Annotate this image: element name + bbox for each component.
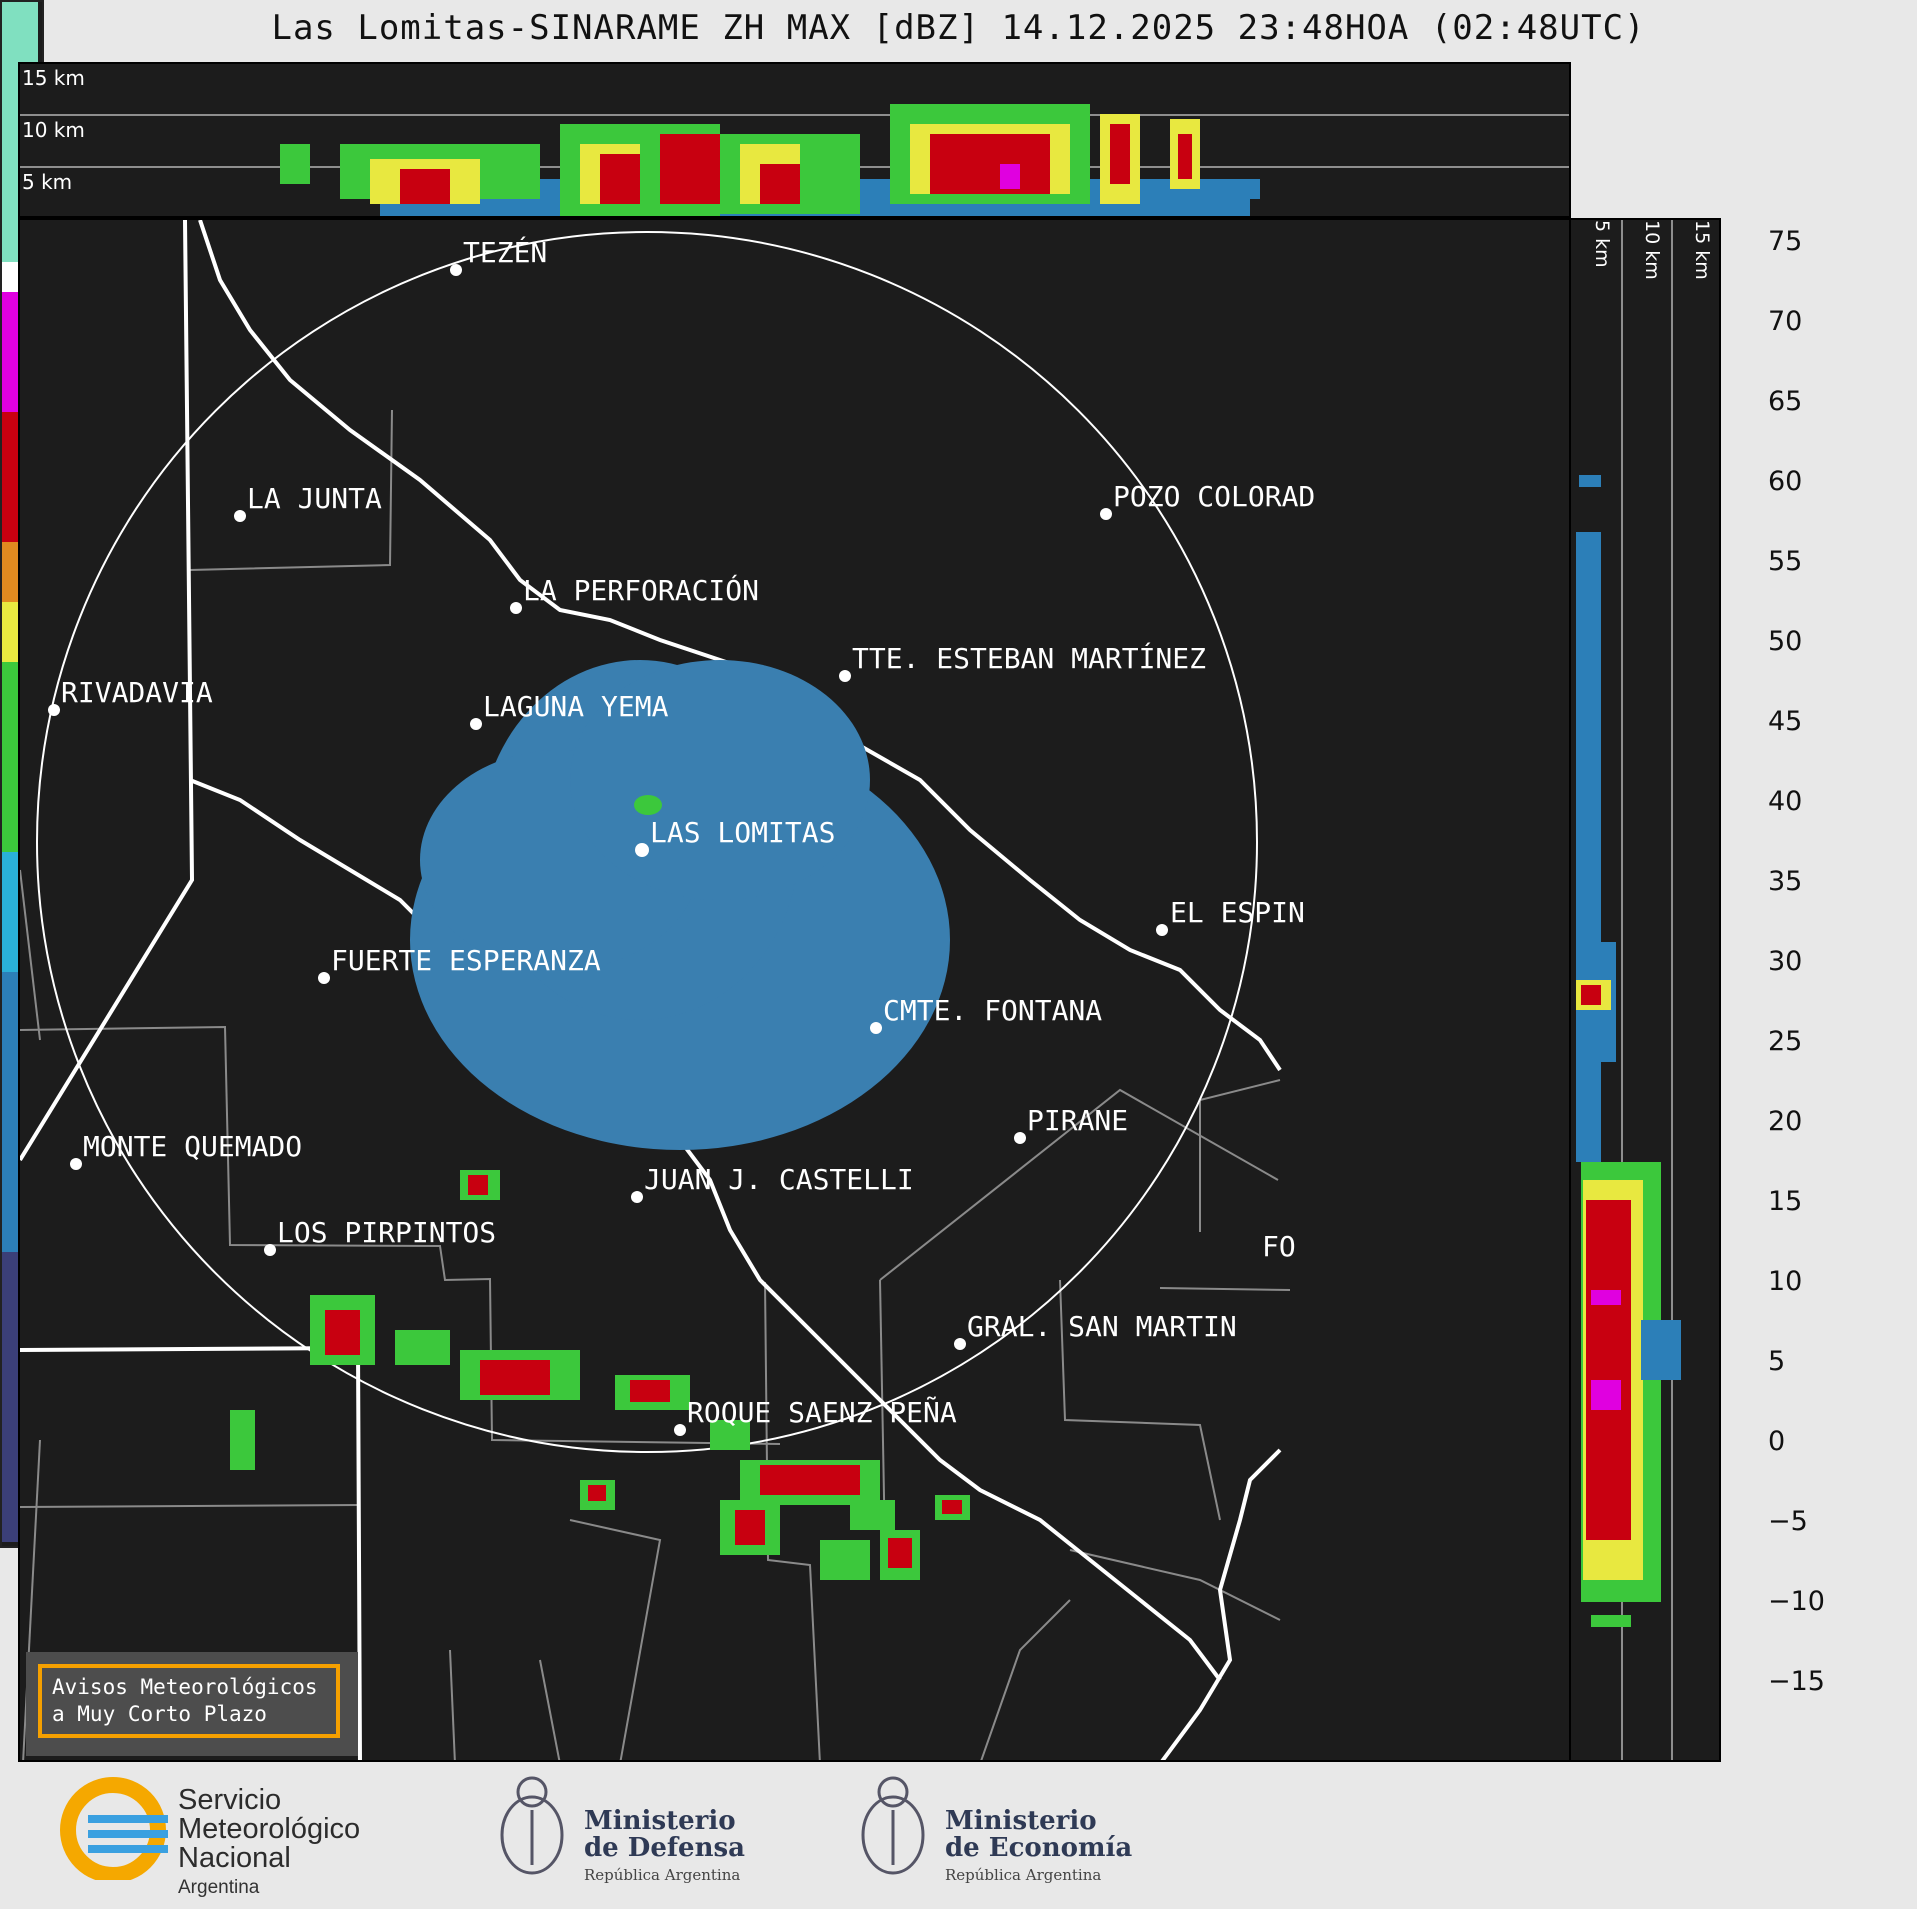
city-label: FO [1262,1230,1296,1263]
side-height-label-10km: 10 km [1641,220,1663,280]
smn-line3: Nacional [178,1842,291,1874]
warning-inner: Avisos Meteorológicos a Muy Corto Plazo [38,1664,340,1738]
colorbar-tick: 75 [1768,226,1803,257]
top-cross-section-chart [20,104,1569,216]
city-marker-rivadavia [48,704,60,716]
colorbar-tick: 25 [1768,1026,1803,1057]
colorbar-tick: 30 [1768,946,1803,977]
colorbar-tick: 70 [1768,306,1803,337]
colorbar-tick: 15 [1768,1186,1803,1217]
province-boundaries [20,220,362,1760]
colorbar-tick: −5 [1768,1506,1808,1537]
top-cross-section-panel: 15 km 10 km 5 km [18,62,1571,218]
colorbar-tick: −10 [1768,1586,1825,1617]
city-label: EL ESPIN [1170,896,1305,929]
smn-line2: Meteorológico [178,1813,361,1845]
page-title: Las Lomitas-SINARAME ZH MAX [dBZ] 14.12.… [271,8,1646,48]
city-marker-la-perforacion [510,602,522,614]
top-height-label-15km: 15 km [22,66,85,90]
range-ring [36,231,1258,1453]
city-label: LAS LOMITAS [650,816,835,849]
top-height-label-5km: 5 km [22,170,73,194]
economia-coat-of-arms-icon [856,1770,931,1905]
city-marker-pirane [1014,1132,1026,1144]
city-label: LA JUNTA [247,482,382,515]
city-marker-tte-esteban-martinez [839,670,851,682]
city-marker-pozo-colorado [1100,508,1112,520]
city-label: CMTE. FONTANA [883,994,1102,1027]
radar-map: TEZÉN LA JUNTA POZO COLORAD LA PERFORACI… [20,220,1315,1760]
smn-logo-icon [58,1770,168,1905]
city-marker-la-junta [234,510,246,522]
city-marker-cmte-fontana [870,1022,882,1034]
city-label: MONTE QUEMADO [83,1130,302,1163]
city-marker-tezen [450,264,462,276]
colorbar-tick: 5 [1768,1346,1786,1377]
defensa-logo-text: Ministerio de Defensa República Argentin… [584,1808,745,1889]
smn-line1: Servicio [178,1784,282,1816]
warning-box: Avisos Meteorológicos a Muy Corto Plazo [26,1652,358,1756]
colorbar-tick: 60 [1768,466,1803,497]
colorbar-tick: 0 [1768,1426,1786,1457]
city-label: ROQUE SAENZ PEÑA [687,1395,957,1429]
convective-cells [230,1170,970,1580]
top-height-label-10km: 10 km [22,118,85,142]
city-marker-monte-quemado [70,1158,82,1170]
colorbar-tick: 40 [1768,786,1803,817]
economia-line3: República Argentina [945,1866,1102,1884]
city-marker-gral-san-martin [954,1338,966,1350]
city-label: FUERTE ESPERANZA [331,944,601,977]
city-label: TTE. ESTEBAN MARTÍNEZ [852,641,1206,675]
colorbar-tick: 10 [1768,1266,1803,1297]
city-marker-laguna-yema [470,718,482,730]
top-echo-field [280,104,1260,216]
side-height-label-5km: 5 km [1591,220,1613,268]
colorbar-tick: 65 [1768,386,1803,417]
city-label: TEZÉN [463,235,547,269]
colorbar-tick: 45 [1768,706,1803,737]
city-marker-juan-j-castelli [631,1191,643,1203]
side-echo-field [1576,475,1681,1627]
colorbar-tick: 50 [1768,626,1803,657]
city-label: PIRANE [1027,1104,1128,1137]
city-marker-el-espin [1156,924,1168,936]
economia-line2: de Economía [945,1833,1133,1863]
city-marker-fuerte-esperanza [318,972,330,984]
smn-line4: Argentina [178,1877,260,1898]
colorbar-tick: −15 [1768,1666,1825,1697]
city-label: LOS PIRPINTOS [277,1216,496,1249]
city-label: RIVADAVIA [61,676,213,709]
city-marker-las-lomitas [635,843,649,857]
city-label: JUAN J. CASTELLI [644,1163,914,1196]
economia-line1: Ministerio [945,1806,1097,1836]
radar-echo-field [230,660,970,1580]
city-marker-roque-saenz-pena [674,1424,686,1436]
defensa-line3: República Argentina [584,1866,741,1884]
city-label: LAGUNA YEMA [483,690,669,723]
side-cross-section-chart [1576,220,1681,1760]
city-label: POZO COLORAD [1113,480,1315,513]
smn-logo-text: Servicio Meteorológico Nacional Argentin… [178,1786,360,1902]
defensa-line2: de Defensa [584,1833,745,1863]
colorbar-tick: 35 [1768,866,1803,897]
side-height-label-15km: 15 km [1691,220,1713,280]
colorbar-tick: 20 [1768,1106,1803,1137]
side-cross-section-panel: 5 km 10 km 15 km [1569,218,1721,1762]
radar-map-panel: TEZÉN LA JUNTA POZO COLORAD LA PERFORACI… [18,218,1571,1762]
defensa-line1: Ministerio [584,1806,736,1836]
city-labels: TEZÉN LA JUNTA POZO COLORAD LA PERFORACI… [61,235,1315,1429]
city-label: GRAL. SAN MARTIN [967,1310,1237,1343]
city-markers [48,264,1168,1436]
warning-line1: Avisos Meteorológicos [52,1675,318,1699]
colorbar-tick: 55 [1768,546,1803,577]
defensa-coat-of-arms-icon [495,1770,570,1905]
economia-logo-text: Ministerio de Economía República Argenti… [945,1808,1132,1889]
city-label: LA PERFORACIÓN [523,573,759,607]
warning-line2: a Muy Corto Plazo [52,1702,267,1726]
city-marker-los-pirpintos [264,1244,276,1256]
